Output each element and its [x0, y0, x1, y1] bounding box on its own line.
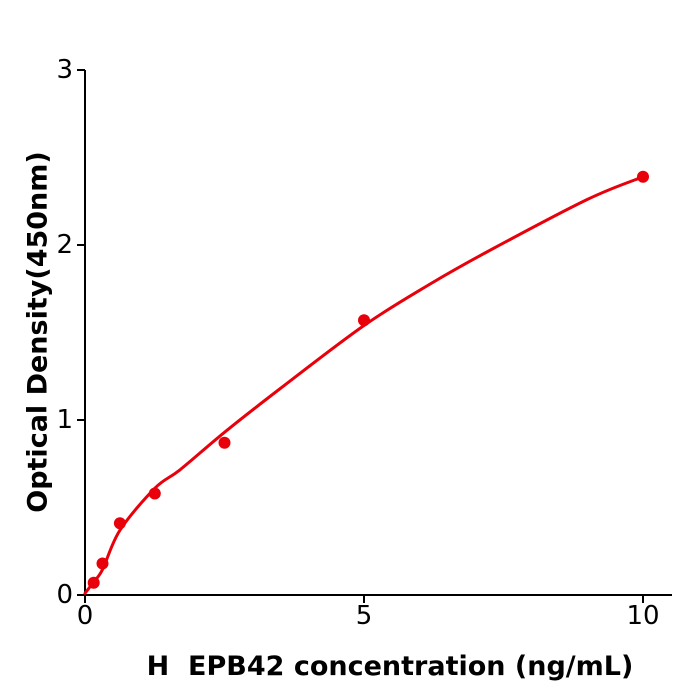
- axis-spines: [84, 70, 672, 596]
- data-point: [87, 576, 100, 589]
- data-point: [96, 557, 109, 570]
- data-point: [218, 436, 231, 449]
- y-tick-label: 0: [56, 580, 73, 610]
- x-tick-label: 5: [355, 601, 373, 631]
- x-tick-label: 0: [76, 601, 94, 631]
- data-point: [358, 314, 370, 327]
- data-point: [148, 487, 161, 500]
- y-axis-label: Optical Density(450nm): [22, 151, 54, 513]
- fit-curve: [83, 175, 645, 595]
- y-tick-label: 1: [56, 405, 73, 435]
- x-tick-label: 10: [626, 601, 660, 631]
- y-tick-label: 2: [56, 230, 73, 260]
- y-tick-label: 3: [56, 55, 73, 85]
- x-axis-label: H EPB42 concentration (ng/mL): [146, 651, 634, 682]
- data-point: [113, 517, 126, 530]
- data-point: [637, 170, 649, 183]
